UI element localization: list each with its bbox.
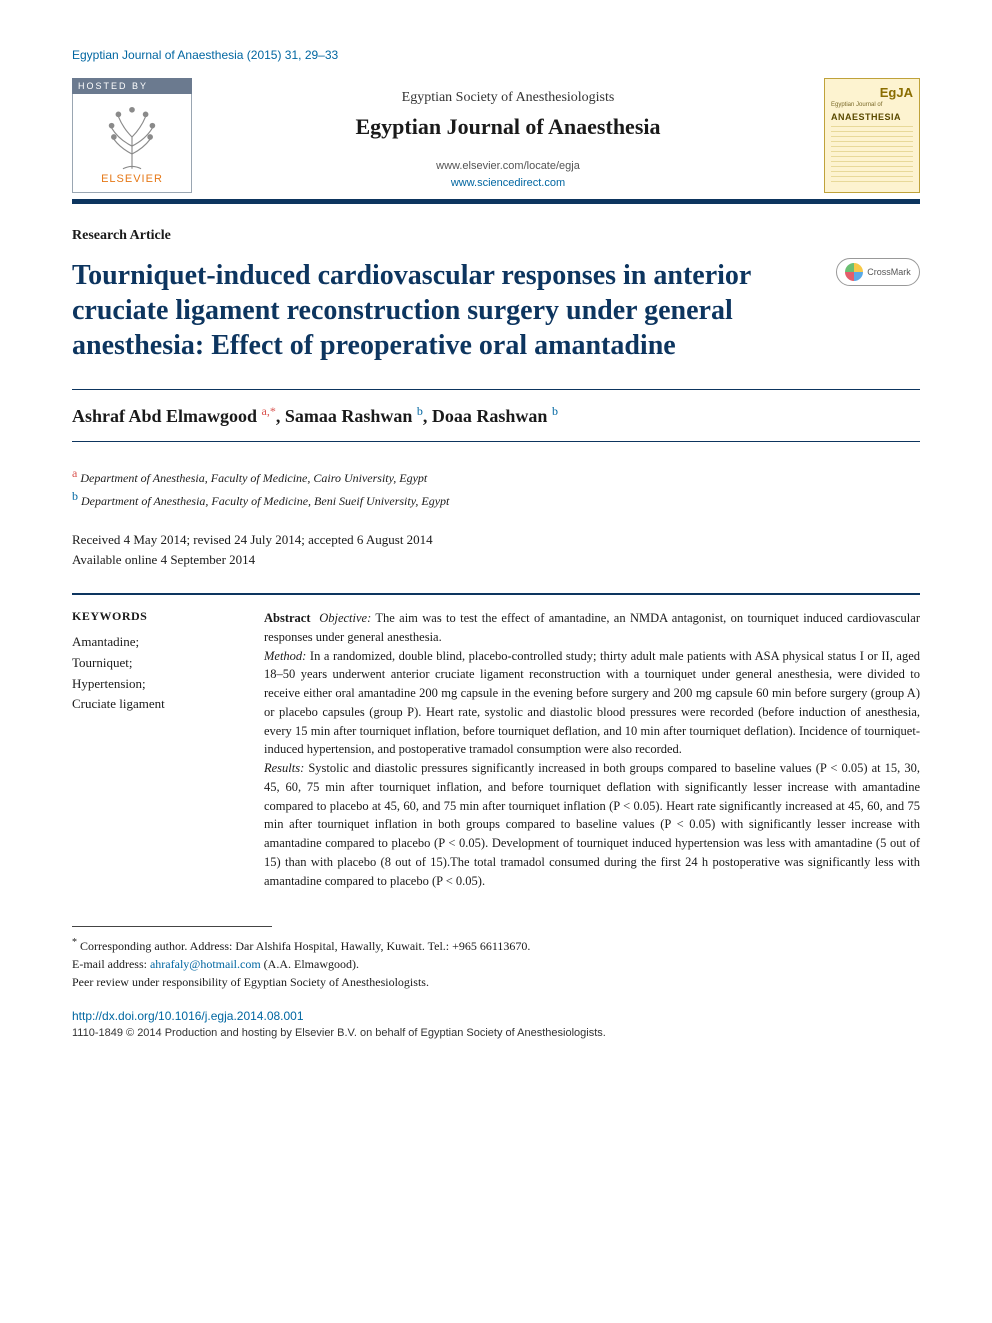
journal-link-sciencedirect[interactable]: www.sciencedirect.com: [192, 175, 824, 192]
journal-links: www.elsevier.com/locate/egja www.science…: [192, 158, 824, 191]
keyword-item: Hypertension;: [72, 674, 236, 695]
author-list: Ashraf Abd Elmawgood a,*, Samaa Rashwan …: [72, 404, 920, 427]
journal-link-elsevier[interactable]: www.elsevier.com/locate/egja: [192, 158, 824, 175]
author-rule-top: [72, 389, 920, 390]
author-1-affil: a,*: [262, 404, 276, 418]
keyword-item: Tourniquet;: [72, 653, 236, 674]
crossmark-icon: [845, 263, 863, 281]
author-2: Samaa Rashwan: [285, 406, 413, 426]
abstract-results: Systolic and diastolic pressures signifi…: [264, 761, 920, 888]
corr-marker: *: [72, 937, 77, 948]
corr-email[interactable]: ahrafaly@hotmail.com: [150, 957, 261, 971]
keyword-item: Cruciate ligament: [72, 694, 236, 715]
article-title: Tourniquet-induced cardiovascular respon…: [72, 258, 820, 363]
footnotes: * Corresponding author. Address: Dar Als…: [72, 935, 920, 991]
affil-b-marker: b: [72, 489, 78, 503]
cover-subtitle: Egyptian Journal of: [831, 102, 913, 108]
elsevier-tree-icon: [98, 103, 166, 171]
keywords-column: KEYWORDS Amantadine; Tourniquet; Hyperte…: [72, 595, 236, 890]
society-name: Egyptian Society of Anesthesiologists: [192, 90, 824, 106]
abstract-results-label: Results:: [264, 761, 304, 775]
masthead-rule: [72, 199, 920, 204]
abstract-column: Abstract Objective: The aim was to test …: [264, 595, 920, 890]
keywords-heading: KEYWORDS: [72, 609, 236, 624]
author-1: Ashraf Abd Elmawgood: [72, 406, 257, 426]
copyright-line: 1110-1849 © 2014 Production and hosting …: [72, 1027, 920, 1039]
hosted-by-label: HOSTED BY: [72, 78, 192, 94]
journal-cover-thumbnail[interactable]: EgJA Egyptian Journal of ANAESTHESIA: [824, 78, 920, 193]
email-tail: (A.A. Elmawgood).: [261, 957, 359, 971]
email-label: E-mail address:: [72, 957, 147, 971]
crossmark-label: CrossMark: [867, 267, 911, 277]
abstract-lead: Abstract: [264, 611, 311, 625]
dates-online: Available online 4 September 2014: [72, 550, 920, 570]
author-3: Doaa Rashwan: [432, 406, 548, 426]
corr-author-text: Corresponding author. Address: Dar Alshi…: [80, 939, 530, 953]
affil-a-marker: a: [72, 466, 77, 480]
abstract-method: In a randomized, double blind, placebo-c…: [264, 649, 920, 757]
author-rule-bottom: [72, 441, 920, 442]
article-dates: Received 4 May 2014; revised 24 July 201…: [72, 530, 920, 569]
masthead-center: Egyptian Society of Anesthesiologists Eg…: [192, 78, 824, 193]
crossmark-badge[interactable]: CrossMark: [836, 258, 920, 286]
article-type: Research Article: [72, 228, 920, 244]
masthead: HOSTED BY: [72, 78, 920, 193]
footnote-rule: [72, 926, 272, 927]
keyword-item: Amantadine;: [72, 632, 236, 653]
doi-block: http://dx.doi.org/10.1016/j.egja.2014.08…: [72, 1009, 920, 1039]
running-head: Egyptian Journal of Anaesthesia (2015) 3…: [72, 48, 920, 62]
keywords-list: Amantadine; Tourniquet; Hypertension; Cr…: [72, 632, 236, 715]
dates-received: Received 4 May 2014; revised 24 July 201…: [72, 530, 920, 550]
cover-body-graphic: [831, 126, 913, 186]
cover-title: ANAESTHESIA: [831, 112, 913, 122]
cover-brand: EgJA: [831, 85, 913, 100]
abstract-method-label: Method:: [264, 649, 306, 663]
author-3-affil: b: [552, 404, 558, 418]
affil-a-text: Department of Anesthesia, Faculty of Med…: [80, 471, 427, 485]
elsevier-logo[interactable]: ELSEVIER: [72, 94, 192, 193]
doi-link[interactable]: http://dx.doi.org/10.1016/j.egja.2014.08…: [72, 1009, 920, 1023]
elsevier-wordmark: ELSEVIER: [101, 173, 163, 185]
journal-name: Egyptian Journal of Anaesthesia: [192, 114, 824, 140]
author-2-affil: b: [417, 404, 423, 418]
abstract-objective-label: Objective:: [319, 611, 371, 625]
publisher-box: HOSTED BY: [72, 78, 192, 193]
affiliations: a Department of Anesthesia, Faculty of M…: [72, 464, 920, 510]
peer-review-note: Peer review under responsibility of Egyp…: [72, 973, 920, 991]
affil-b-text: Department of Anesthesia, Faculty of Med…: [81, 494, 449, 508]
